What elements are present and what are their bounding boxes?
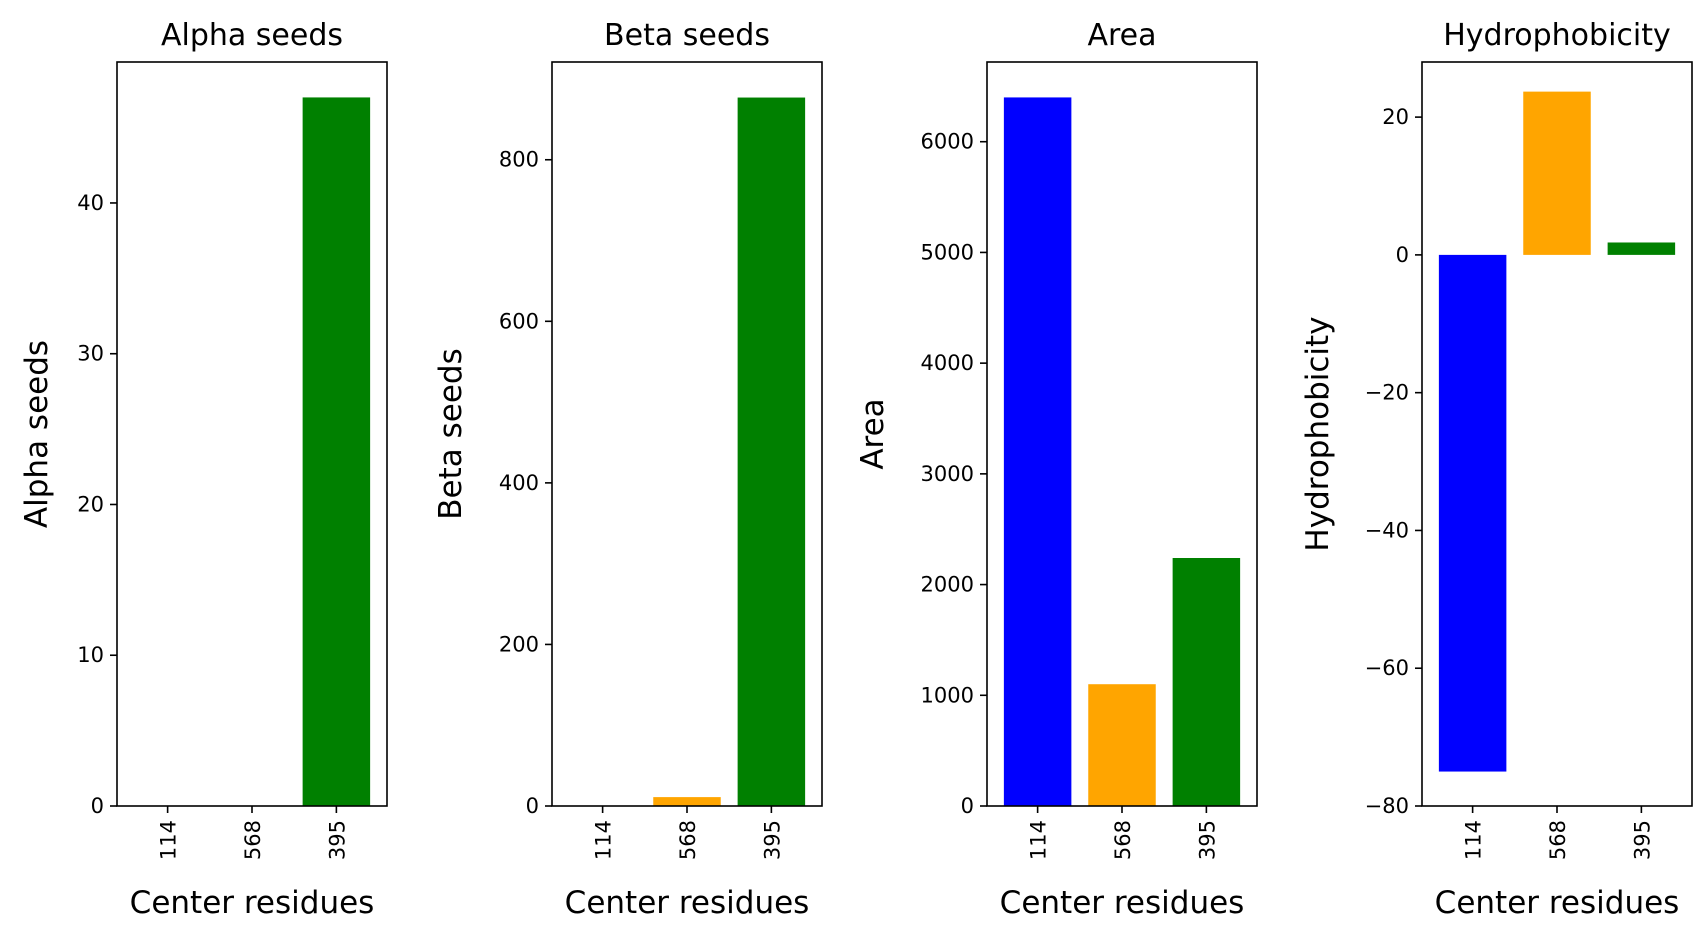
panel-3-xlabel: Center residues: [1000, 885, 1245, 921]
panel-4-bar-568: [1523, 91, 1591, 255]
panel-3-ytick-label: 6000: [921, 130, 974, 154]
panel-4-bar-395: [1607, 242, 1676, 255]
panel-1-ytick-label: 30: [77, 342, 104, 366]
panel-4-ylabel: Hydrophobicity: [1300, 316, 1336, 551]
panel-1-ytick-label: 10: [77, 643, 104, 667]
panel-3-ytick-label: 4000: [921, 351, 974, 375]
panel-4-xtick-label: 114: [1462, 820, 1486, 860]
panel-3-xtick-label: 114: [1027, 820, 1051, 860]
panel-4-ytick-label: −60: [1365, 656, 1409, 680]
panel-2-bar-568: [653, 797, 721, 806]
panel-2-ylabel: Beta seeds: [433, 348, 469, 519]
panel-1-ytick-label: 20: [77, 492, 104, 516]
panel-1-xlabel: Center residues: [130, 885, 375, 921]
panel-1-xtick-label: 395: [325, 820, 349, 860]
panel-4-ytick-label: 0: [1396, 243, 1409, 267]
panel-3-bar-395: [1172, 558, 1241, 806]
panel-4-xtick-label: 395: [1630, 820, 1654, 860]
panel-3-xtick-label: 395: [1195, 820, 1219, 860]
panel-4-ytick-label: −20: [1365, 381, 1409, 405]
panel-4-title: Hydrophobicity: [1443, 18, 1671, 53]
panel-2-ytick-label: 600: [499, 309, 539, 333]
panel-3-xtick-label: 568: [1111, 820, 1135, 860]
panel-1-xtick-label: 114: [157, 820, 181, 860]
panel-2-title: Beta seeds: [604, 18, 770, 53]
panel-3-bar-568: [1088, 684, 1156, 806]
panel-3-ytick-label: 0: [961, 794, 974, 818]
panel-3-ytick-label: 1000: [921, 683, 974, 707]
panel-3-ytick-label: 2000: [921, 573, 974, 597]
panel-3-ylabel: Area: [855, 398, 891, 469]
panel-2-ytick-label: 0: [526, 794, 539, 818]
panel-2-ytick-label: 200: [499, 632, 539, 656]
panel-4-xtick-label: 568: [1546, 820, 1570, 860]
panel-1-ytick-label: 0: [91, 794, 104, 818]
panel-2-ytick-label: 800: [499, 148, 539, 172]
panel-3-ytick-label: 3000: [921, 462, 974, 486]
panel-2-xlabel: Center residues: [565, 885, 810, 921]
panel-1-ytick-label: 40: [77, 191, 104, 215]
panel-1-title: Alpha seeds: [161, 18, 343, 53]
panel-1-ylabel: Alpha seeds: [19, 340, 55, 528]
panel-1-bar-395: [302, 97, 371, 806]
panel-4-ytick-label: −80: [1365, 794, 1409, 818]
panel-4-bar-114: [1438, 254, 1507, 772]
panel-3-bar-114: [1003, 97, 1072, 806]
panel-3-ytick-label: 5000: [921, 240, 974, 264]
panel-1-xtick-label: 568: [241, 820, 265, 860]
panel-4-xlabel: Center residues: [1435, 885, 1680, 921]
panel-3-title: Area: [1087, 18, 1156, 53]
panel-2-xtick-label: 568: [676, 820, 700, 860]
panel-4-ytick-label: 20: [1382, 105, 1409, 129]
panel-2-ytick-label: 400: [499, 471, 539, 495]
panel-4-ytick-label: −40: [1365, 518, 1409, 542]
panel-2-xtick-label: 395: [760, 820, 784, 860]
panel-2-bar-395: [737, 97, 806, 807]
panel-2-xtick-label: 114: [592, 820, 616, 860]
